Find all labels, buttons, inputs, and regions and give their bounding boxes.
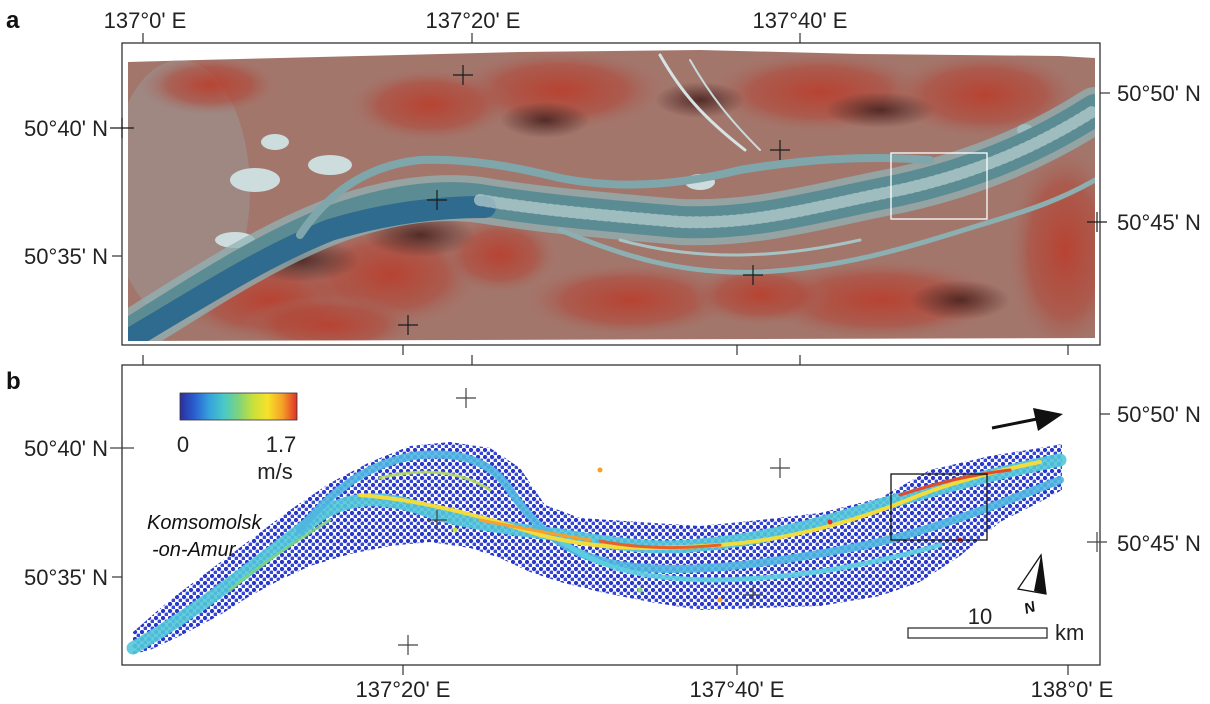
satellite-image — [128, 50, 1095, 341]
panel-a-left-tick-label: 50°40' N — [24, 116, 108, 141]
panel-b-bottom-tick-label: 138°0' E — [1031, 677, 1114, 702]
panel-a: a 137°0' E 137°20' E 137°40' E 50°40' N … — [6, 7, 1201, 355]
scale-bar-rect — [907, 627, 1048, 639]
panel-b-bottom-tick-label: 137°20' E — [356, 677, 451, 702]
tributary — [689, 59, 761, 151]
inset-box — [890, 473, 988, 541]
velocity-channel-peak — [898, 468, 1012, 497]
panel-a-top-tick-label: 137°40' E — [753, 8, 848, 33]
panel-a-top-tick-label: 137°20' E — [426, 8, 521, 33]
panel-b-left-tick-label: 50°35' N — [24, 565, 108, 590]
north-label: N — [1022, 598, 1039, 618]
panel-b-ticks — [112, 413, 1110, 675]
terrain-relief — [128, 50, 1095, 341]
panel-a-right-tick-label: 50°50' N — [1117, 81, 1201, 106]
graticule-crosses — [110, 65, 1107, 335]
velocity-points-scattered — [452, 467, 963, 603]
colorbar: 0 1.7 m/s — [177, 392, 298, 484]
colorbar-unit-label: m/s — [257, 459, 292, 484]
velocity-channel-high — [478, 518, 592, 542]
river-amur — [128, 87, 1095, 341]
place-label-line-2: -on-Amur — [152, 539, 237, 561]
place-label-line-1: Komsomolsk — [147, 512, 262, 534]
panel-a-label: a — [6, 7, 20, 34]
panel-b-left-tick-label: 50°40' N — [24, 436, 108, 461]
panel-b-label: b — [6, 368, 21, 395]
colorbar-gradient — [179, 392, 298, 421]
scale-bar: 10 km — [907, 604, 1084, 645]
velocity-channel-medium — [378, 470, 492, 492]
graticule-crosses — [110, 388, 1107, 655]
panel-a-left-tick-label: 50°35' N — [24, 244, 108, 269]
panel-b-right-tick-label: 50°45' N — [1117, 531, 1201, 556]
velocity-map — [126, 442, 1067, 655]
panel-b-frame — [121, 364, 1101, 666]
scale-bar-unit: km — [1055, 620, 1084, 645]
panel-a-frame — [121, 42, 1101, 346]
velocity-channel-medium — [228, 518, 332, 592]
panel-b: b 50°40' N 50°35' N 50°50' N 50°45' N 13… — [6, 355, 1201, 702]
panel-b-top-ticks — [142, 355, 801, 365]
colorbar-min-label: 0 — [177, 432, 189, 457]
colorbar-max-label: 1.7 — [266, 432, 297, 457]
velocity-channel-lower — [557, 537, 943, 583]
inset-box — [890, 152, 988, 220]
north-arrow-icon: N — [1016, 553, 1047, 618]
scale-bar-value: 10 — [968, 604, 992, 629]
panel-a-top-tick-label: 137°0' E — [104, 8, 187, 33]
flow-direction-arrow-icon — [991, 408, 1063, 431]
panel-a-ticks — [112, 33, 1110, 355]
panel-a-right-tick-label: 50°45' N — [1117, 210, 1201, 235]
velocity-channel-peak — [598, 539, 722, 550]
panel-b-bottom-tick-label: 137°40' E — [690, 677, 785, 702]
tributary — [658, 53, 747, 152]
panel-b-right-tick-label: 50°50' N — [1117, 402, 1201, 427]
